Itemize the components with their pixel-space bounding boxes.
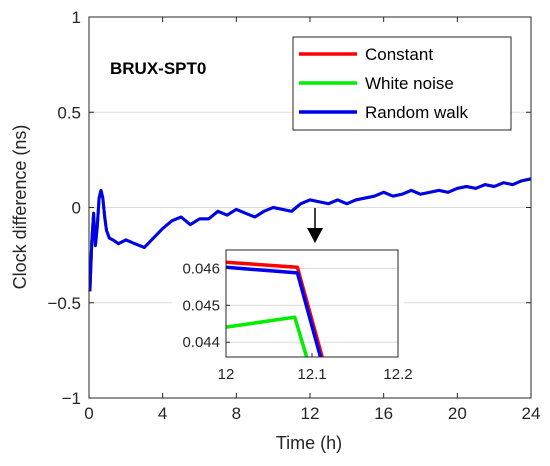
legend: Constant White noise Random walk <box>292 36 512 131</box>
y-axis-title: Clock difference (ns) <box>10 125 30 290</box>
inset-x-tick-label: 12.1 <box>297 366 326 383</box>
x-axis-title: Time (h) <box>276 433 342 453</box>
main-series <box>88 177 532 292</box>
inset-series <box>226 260 324 357</box>
legend-label: Constant <box>365 45 433 64</box>
inset-arrow <box>307 208 323 243</box>
inset-y-tick-label: 0.044 <box>182 334 220 351</box>
y-tick-label: −1 <box>62 389 81 408</box>
inset-x-tick-label: 12 <box>218 366 235 383</box>
y-tick-label: 1 <box>72 8 81 27</box>
inset-series-line-random-walk <box>226 265 323 357</box>
x-tick-label: 20 <box>448 404 467 423</box>
inset-series-line-white-noise <box>226 315 309 357</box>
x-tick-label: 16 <box>374 404 393 423</box>
x-tick-label: 0 <box>84 404 93 423</box>
y-tick-label: 0.5 <box>57 103 81 122</box>
y-tick-label: 0 <box>72 199 81 218</box>
inset-x-tick-label: 12.2 <box>383 366 412 383</box>
x-tick-label: 24 <box>522 404 541 423</box>
legend-label: Random walk <box>365 103 468 122</box>
main-axes: 0 4 8 12 16 20 24 −1 −0.5 0 0.5 1 <box>47 8 540 423</box>
inset-y-tick-label: 0.046 <box>182 260 220 277</box>
station-annotation: BRUX-SPT0 <box>110 59 206 78</box>
y-tick-label: −0.5 <box>47 294 81 313</box>
inset-plot-area <box>226 250 398 357</box>
x-tick-label: 4 <box>158 404 167 423</box>
inset-y-tick-label: 0.045 <box>182 297 220 314</box>
series-line-random-walk <box>88 177 532 292</box>
inset-zoom: 12 12.1 12.2 0.044 0.045 0.046 <box>172 244 413 384</box>
x-tick-label: 8 <box>232 404 241 423</box>
legend-label: White noise <box>365 74 454 93</box>
x-tick-label: 12 <box>301 404 320 423</box>
